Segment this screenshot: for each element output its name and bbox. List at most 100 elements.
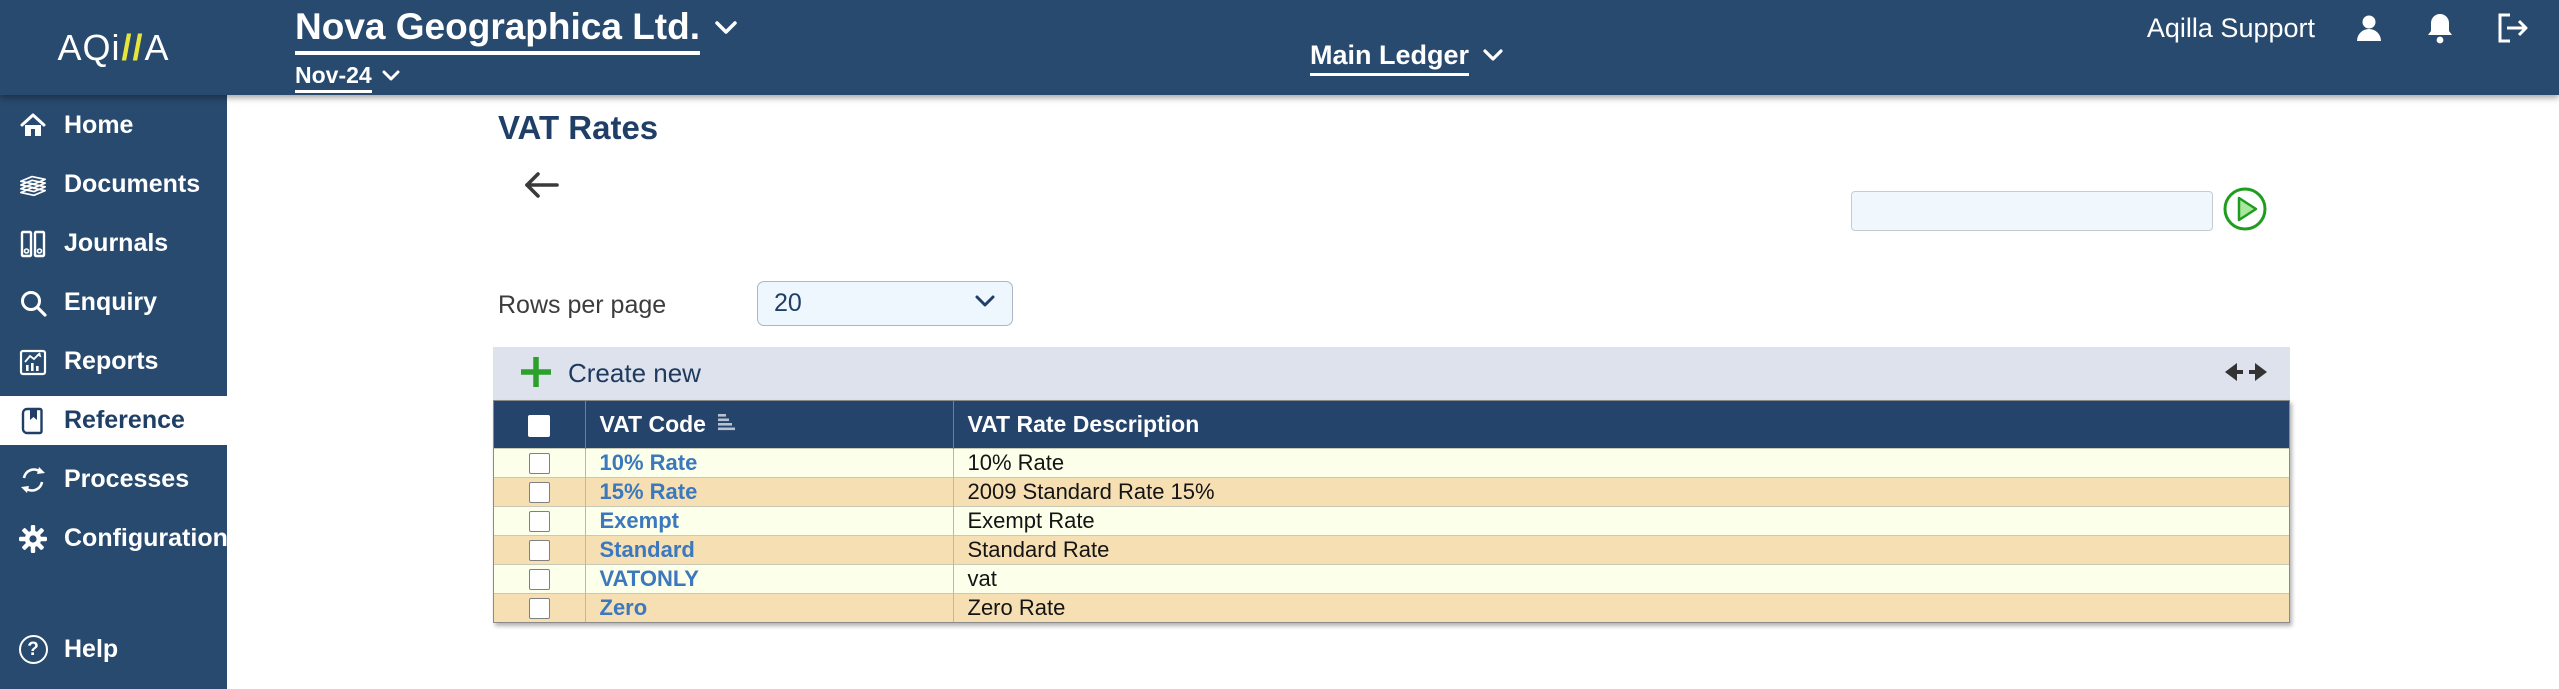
sidebar-item-label: Enquiry xyxy=(64,288,158,316)
table-row: 15% Rate 2009 Standard Rate 15% xyxy=(494,476,2289,506)
processes-cycle-icon xyxy=(18,465,48,495)
sidebar-item-label: Documents xyxy=(64,170,201,198)
row-checkbox-cell xyxy=(494,447,585,477)
top-bar: AQi//A Nova Geographica Ltd. Nov-24 Main… xyxy=(0,0,2559,95)
sort-ascending-icon xyxy=(716,411,736,438)
sidebar-item-label: Help xyxy=(64,635,119,663)
vat-code-link[interactable]: VATONLY xyxy=(599,565,699,591)
sidebar-item-enquiry[interactable]: Enquiry xyxy=(0,278,227,327)
vat-code-cell: 10% Rate xyxy=(584,447,953,477)
row-checkbox[interactable] xyxy=(528,540,550,562)
logo-slashes: // xyxy=(121,26,144,68)
table-row: VATONLY vat xyxy=(494,563,2289,593)
vat-code-link[interactable]: 10% Rate xyxy=(599,449,698,475)
vat-description-cell: Standard Rate xyxy=(952,534,2289,564)
row-checkbox[interactable] xyxy=(528,511,550,533)
rows-per-page-select[interactable]: 20 xyxy=(757,281,1013,326)
vat-code-link[interactable]: Standard xyxy=(599,536,695,562)
vat-rates-table: VAT Code VAT Rate Description 10% Rate xyxy=(493,400,2290,623)
rows-per-page-value: 20 xyxy=(774,289,802,317)
row-checkbox-cell xyxy=(494,592,585,622)
row-checkbox-cell xyxy=(494,534,585,564)
logo-text-suffix: A xyxy=(144,26,170,68)
sidebar-item-reports[interactable]: Reports xyxy=(0,337,227,386)
ledger-label[interactable]: Main Ledger xyxy=(1310,40,1470,76)
vat-code-column-header[interactable]: VAT Code xyxy=(584,401,953,448)
back-button[interactable] xyxy=(519,171,561,202)
sidebar-item-documents[interactable]: Documents xyxy=(0,160,227,209)
logout-icon[interactable] xyxy=(2493,10,2531,46)
chevron-down-icon xyxy=(974,294,996,313)
row-checkbox-cell xyxy=(494,476,585,506)
help-question-icon: ? xyxy=(18,635,48,665)
create-new-button[interactable]: Create new xyxy=(518,354,701,393)
table-toolbar: Create new xyxy=(493,347,2290,400)
vat-description-cell: vat xyxy=(952,563,2289,593)
table-row: Zero Zero Rate xyxy=(494,592,2289,622)
documents-stack-icon xyxy=(18,170,48,200)
select-all-checkbox[interactable] xyxy=(528,414,551,437)
sidebar-nav: Home Documents Journals Enquiry Reports xyxy=(0,95,228,689)
horizontal-resize-icon xyxy=(2224,359,2268,388)
sidebar-item-label: Home xyxy=(64,111,134,139)
vat-code-cell: Zero xyxy=(584,592,953,622)
vat-description-column-header[interactable]: VAT Rate Description xyxy=(952,401,2289,448)
logo-text: AQi xyxy=(57,26,121,68)
sidebar-item-label: Reports xyxy=(64,347,159,375)
search-area xyxy=(1851,185,2269,236)
vat-code-link[interactable]: 15% Rate xyxy=(599,478,698,504)
period-label[interactable]: Nov-24 xyxy=(295,62,372,93)
row-checkbox[interactable] xyxy=(528,569,550,591)
reference-book-icon xyxy=(18,406,48,436)
sidebar-item-journals[interactable]: Journals xyxy=(0,219,227,268)
plus-icon xyxy=(518,354,554,393)
column-header-label: VAT Code xyxy=(599,410,706,437)
vat-description-cell: Zero Rate xyxy=(952,592,2289,622)
user-profile-icon[interactable] xyxy=(2351,10,2387,46)
vat-code-cell: VATONLY xyxy=(584,563,953,593)
row-checkbox-cell xyxy=(494,505,585,535)
ledger-selector[interactable]: Main Ledger xyxy=(1310,40,1503,76)
search-input[interactable] xyxy=(1851,190,2213,231)
sidebar-item-processes[interactable]: Processes xyxy=(0,455,227,504)
table-row: Exempt Exempt Rate xyxy=(494,505,2289,535)
sidebar-item-label: Journals xyxy=(64,229,169,257)
sidebar-item-home[interactable]: Home xyxy=(0,101,227,150)
create-new-label: Create new xyxy=(568,358,701,388)
main-content: VAT Rates Rows per page 20 xyxy=(227,95,2559,689)
play-circle-icon xyxy=(2221,185,2269,236)
vat-description-cell: Exempt Rate xyxy=(952,505,2289,535)
row-checkbox[interactable] xyxy=(528,482,550,504)
chart-report-icon xyxy=(18,347,48,377)
company-name[interactable]: Nova Geographica Ltd. xyxy=(295,6,701,55)
company-selector[interactable]: Nova Geographica Ltd. xyxy=(295,6,738,55)
row-checkbox-cell xyxy=(494,563,585,593)
sidebar-item-help[interactable]: ? Help xyxy=(0,625,227,674)
page-title: VAT Rates xyxy=(498,109,659,146)
search-icon xyxy=(18,288,48,318)
rows-per-page-label: Rows per page xyxy=(498,291,667,319)
table-row: Standard Standard Rate xyxy=(494,534,2289,564)
journals-binders-icon xyxy=(18,229,48,259)
vat-code-cell: Standard xyxy=(584,534,953,564)
sidebar-item-label: Configuration xyxy=(64,524,228,552)
vat-code-link[interactable]: Zero xyxy=(599,594,648,620)
sidebar-item-configuration[interactable]: Configuration xyxy=(0,514,228,563)
notifications-bell-icon[interactable] xyxy=(2423,10,2457,46)
row-checkbox[interactable] xyxy=(528,598,550,620)
vat-description-cell: 10% Rate xyxy=(952,447,2289,477)
vat-code-cell: Exempt xyxy=(584,505,953,535)
company-period-block: Nova Geographica Ltd. Nov-24 xyxy=(295,6,738,93)
search-go-button[interactable] xyxy=(2221,185,2269,236)
vat-code-link[interactable]: Exempt xyxy=(599,507,679,533)
vat-description-cell: 2009 Standard Rate 15% xyxy=(952,476,2289,506)
vat-code-cell: 15% Rate xyxy=(584,476,953,506)
table-header-row: VAT Code VAT Rate Description xyxy=(494,401,2289,448)
aqilla-logo: AQi//A xyxy=(0,0,227,95)
chevron-down-icon xyxy=(1483,48,1503,68)
period-selector[interactable]: Nov-24 xyxy=(295,62,738,93)
resize-columns-button[interactable] xyxy=(2224,359,2268,388)
row-checkbox[interactable] xyxy=(528,453,550,475)
sidebar-item-reference[interactable]: Reference xyxy=(0,396,227,445)
